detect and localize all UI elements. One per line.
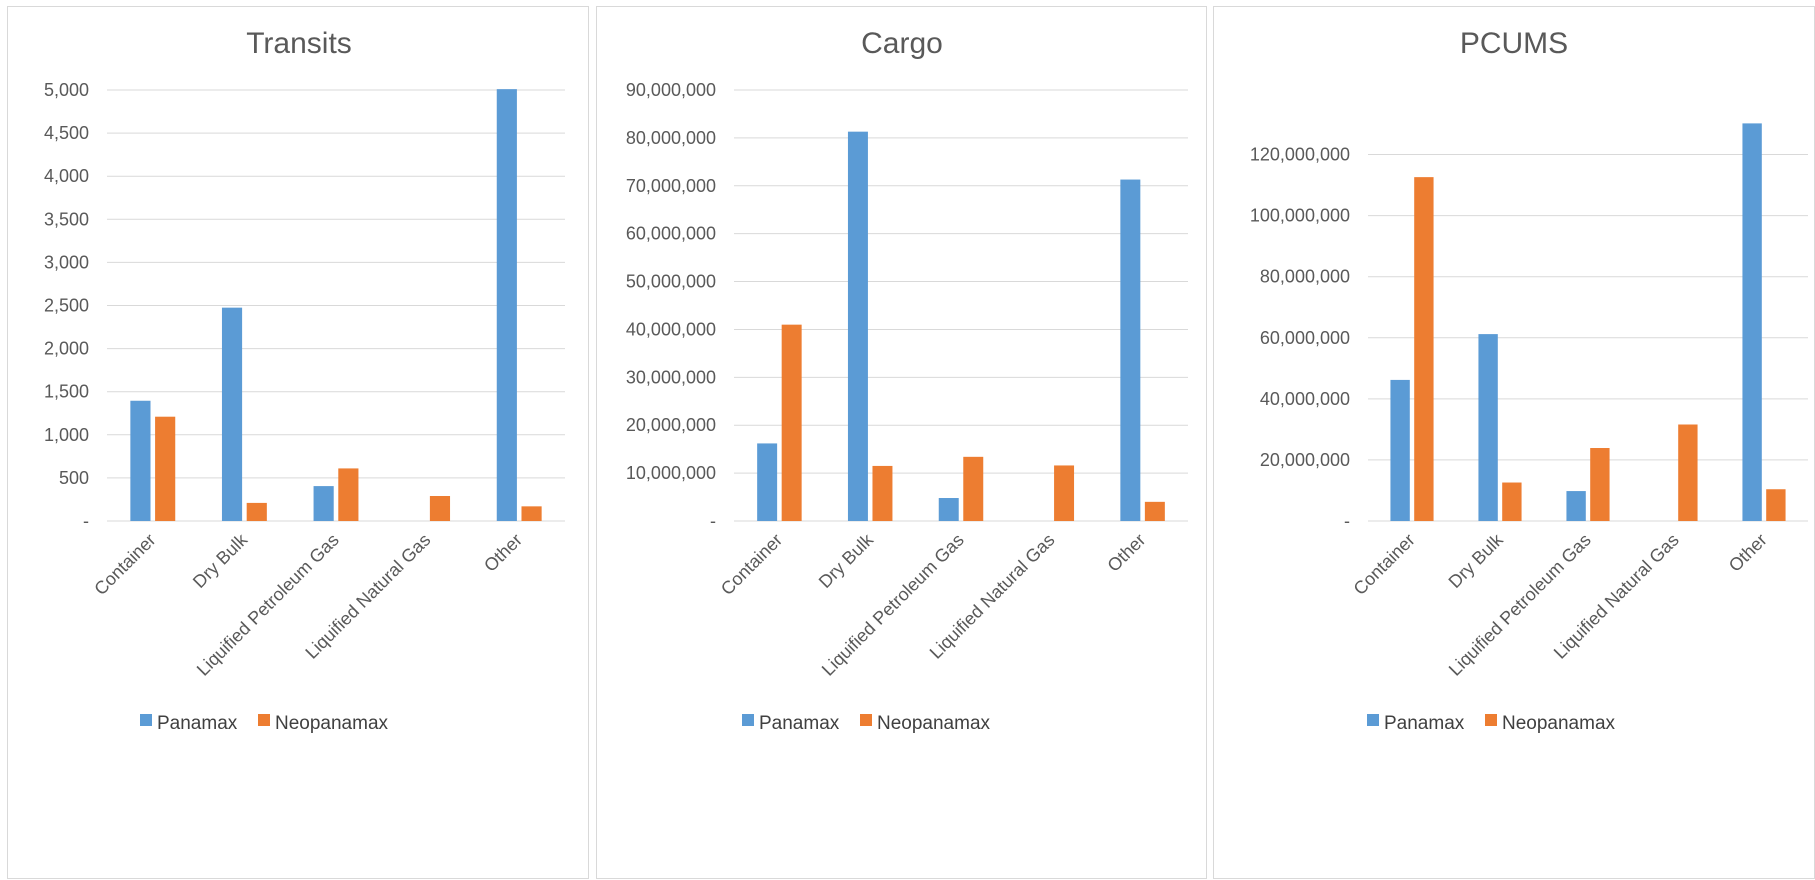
y-tick-label: 4,500 (44, 123, 89, 143)
chart-title: Transits (246, 27, 352, 60)
y-tick-label: 3,500 (44, 209, 89, 229)
bar-neopanamax-liquified-natural-gas (1054, 465, 1075, 521)
bar-neopanamax-liquified-natural-gas (1678, 424, 1698, 521)
bar-neopanamax-other (521, 506, 542, 521)
chart-title: PCUMS (1460, 27, 1568, 60)
bar-panamax-other (1742, 123, 1762, 522)
x-tick-label: Dry Bulk (189, 529, 252, 592)
bar-panamax-liquified-petroleum-gas (1566, 491, 1586, 521)
y-tick-label: 1,000 (44, 425, 89, 445)
bar-panamax-dry-bulk (1478, 334, 1498, 521)
y-tick-label: 50,000,000 (626, 272, 716, 292)
y-tick-label: - (83, 511, 89, 531)
chart-svg-pcums: PCUMS - 20,000,000 40,000,000 60,000,000 80,0… (1250, 27, 1808, 734)
y-tick-label: 120,000,000 (1250, 145, 1350, 165)
bar-panamax-other (1120, 179, 1141, 521)
y-tick-label: 40,000,000 (626, 319, 716, 339)
legend-swatch-panamax (140, 714, 152, 726)
y-tick-label: 90,000,000 (626, 80, 716, 100)
y-tick-label: 500 (59, 468, 89, 488)
bar-neopanamax-container (781, 324, 802, 521)
x-tick-label: Other (480, 530, 526, 576)
x-tick-label: Other (1725, 530, 1771, 576)
y-tick-label: 80,000,000 (1260, 267, 1350, 287)
y-tick-label: 2,000 (44, 339, 89, 359)
bar-neopanamax-other (1144, 501, 1165, 521)
y-tick-label: 3,000 (44, 252, 89, 272)
legend-label-neopanamax: Neopanamax (1502, 713, 1616, 734)
bar-neopanamax-container (155, 416, 176, 521)
legend-label-panamax: Panamax (759, 713, 840, 734)
legend-label-panamax: Panamax (1384, 713, 1465, 734)
bar-panamax-dry-bulk (847, 131, 868, 521)
x-tick-label: Dry Bulk (815, 529, 878, 592)
y-tick-label: 1,500 (44, 382, 89, 402)
legend-swatch-panamax (1367, 714, 1379, 726)
bar-panamax-liquified-petroleum-gas (313, 486, 334, 521)
bar-panamax-container (130, 400, 151, 521)
y-tick-label: 20,000,000 (626, 415, 716, 435)
x-tick-label: Liquified Petroleum Gas (1445, 530, 1595, 680)
x-tick-label: Container (1349, 530, 1418, 599)
bar-panamax-other (496, 89, 517, 521)
bar-neopanamax-other (1766, 489, 1786, 521)
chart-svg-cargo: Cargo - 10,000,000 20,000,000 30,000,000 40,0… (626, 27, 1188, 734)
y-tick-label: 60,000,000 (1260, 328, 1350, 348)
y-tick-label: 4,000 (44, 166, 89, 186)
legend-label-neopanamax: Neopanamax (877, 713, 991, 734)
legend-swatch-neopanamax (1485, 714, 1497, 726)
bar-neopanamax-liquified-petroleum-gas (1590, 448, 1610, 521)
bar-panamax-container (757, 443, 778, 521)
x-tick-label: Container (717, 530, 786, 599)
x-tick-label: Other (1103, 530, 1149, 576)
y-tick-label: 100,000,000 (1250, 206, 1350, 226)
y-tick-label: 10,000,000 (626, 463, 716, 483)
y-tick-label: - (710, 511, 716, 531)
bar-neopanamax-liquified-petroleum-gas (963, 456, 984, 521)
bar-neopanamax-liquified-natural-gas (429, 496, 451, 521)
bar-neopanamax-dry-bulk (872, 465, 893, 521)
chart-svg-transits: Transits - 500 1,000 1,500 2,000 2,500 3,000 3,5… (44, 27, 565, 734)
x-tick-label: Container (90, 530, 159, 599)
y-tick-label: 40,000,000 (1260, 389, 1350, 409)
y-tick-label: - (1344, 511, 1350, 531)
bar-panamax-dry-bulk (221, 307, 243, 521)
bar-panamax-container (1390, 379, 1410, 521)
y-tick-label: 5,000 (44, 80, 89, 100)
y-tick-label: 60,000,000 (626, 224, 716, 244)
y-tick-label: 80,000,000 (626, 128, 716, 148)
chart-panel-pcums: PCUMS - 20,000,000 40,000,000 60,000,000 80,0… (1213, 6, 1815, 879)
bar-neopanamax-container (1414, 177, 1434, 522)
y-tick-label: 20,000,000 (1260, 450, 1350, 470)
bar-panamax-liquified-petroleum-gas (938, 498, 959, 521)
chart-panel-cargo: Cargo - 10,000,000 20,000,000 30,000,000 40,0… (596, 6, 1207, 879)
x-tick-label: Dry Bulk (1445, 529, 1508, 592)
bar-neopanamax-dry-bulk (246, 502, 267, 521)
legend-label-neopanamax: Neopanamax (275, 713, 389, 734)
y-tick-label: 70,000,000 (626, 176, 716, 196)
legend-swatch-neopanamax (258, 714, 270, 726)
bar-neopanamax-dry-bulk (1502, 482, 1522, 521)
legend-swatch-panamax (742, 714, 754, 726)
legend-label-panamax: Panamax (157, 713, 238, 734)
chart-panel-transits: Transits - 500 1,000 1,500 2,000 2,500 3,000 3,5… (7, 6, 589, 879)
legend-swatch-neopanamax (860, 714, 872, 726)
bar-neopanamax-liquified-petroleum-gas (338, 468, 359, 521)
y-tick-label: 30,000,000 (626, 367, 716, 387)
y-tick-label: 2,500 (44, 296, 89, 316)
chart-title: Cargo (861, 27, 943, 60)
